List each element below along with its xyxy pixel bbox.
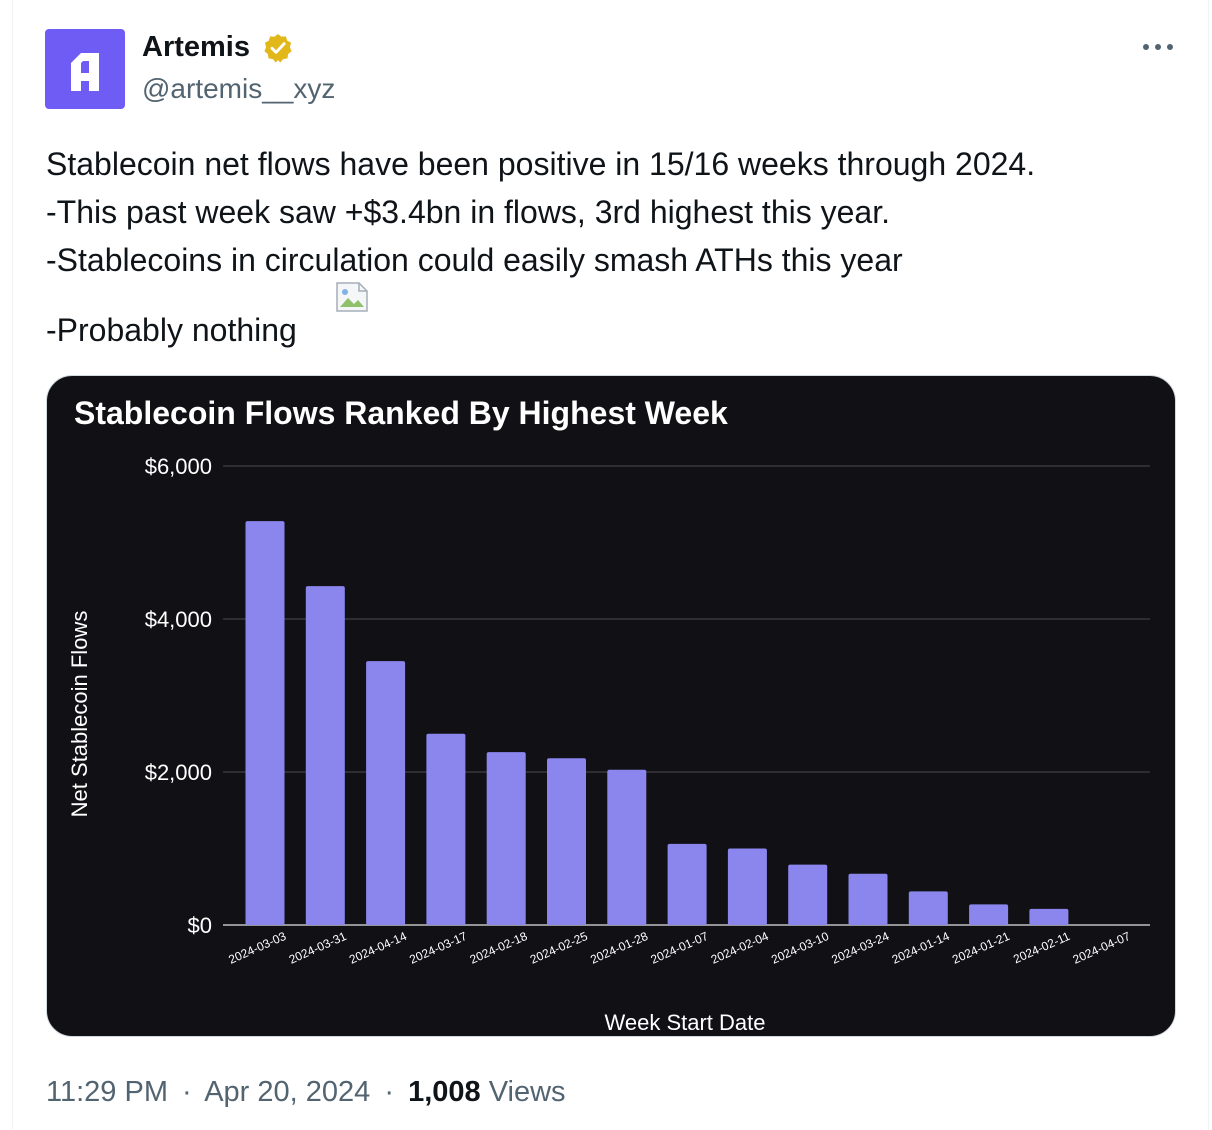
x-tick-label: 2024-02-18 [468,929,530,967]
x-tick-label: 2024-02-04 [709,929,771,967]
tweet-line: -This past week saw +$3.4bn in flows, 3r… [46,194,890,230]
x-tick-label: 2024-03-24 [829,929,891,967]
bar [426,733,466,925]
x-tick-label: 2024-02-25 [528,929,590,967]
y-tick-label: $6,000 [145,454,212,479]
author-handle[interactable]: @artemis__xyz [142,73,336,104]
x-tick-label: 2024-01-28 [588,929,650,967]
y-axis-label: Net Stablecoin Flows [67,611,92,818]
x-tick-label: 2024-01-14 [890,929,952,967]
bar [727,848,767,925]
tweet-meta: 11:29 PM · Apr 20, 2024 · 1,008 Views [46,1074,566,1110]
verified-badge-icon [264,34,292,63]
bar [607,769,647,925]
bar [969,904,1009,925]
x-tick-label: 2024-01-07 [649,929,711,967]
views-label: Views [488,1076,566,1108]
x-tick-label: 2024-04-14 [347,929,409,967]
tweet-text: Stablecoin net flows have been positive … [46,140,1166,354]
avatar[interactable] [45,29,125,109]
broken-image-icon [336,282,368,312]
card-border-right [1208,0,1209,1130]
y-tick-label: $4,000 [145,607,212,632]
x-tick-label: 2024-02-11 [1011,929,1072,967]
tweet-date[interactable]: Apr 20, 2024 [204,1076,371,1108]
bar [908,891,948,925]
bar [788,864,828,925]
chart-image[interactable]: Stablecoin Flows Ranked By Highest Week … [46,375,1176,1037]
bar [305,586,345,925]
x-tick-label: 2024-01-21 [950,929,1012,967]
tweet-line: Stablecoin net flows have been positive … [46,146,1036,182]
bar [1029,908,1069,925]
x-tick-label: 2024-03-10 [769,929,831,967]
more-options-icon[interactable] [1141,36,1175,56]
tweet-line: -Probably nothing [46,312,297,348]
bar [486,752,526,925]
bar [366,661,406,925]
bar [245,521,285,925]
views-count: 1,008 [408,1076,481,1108]
tweet-time[interactable]: 11:29 PM [46,1076,168,1108]
card-border-left [12,0,13,1130]
bar [547,758,586,925]
bar-chart: Stablecoin Flows Ranked By Highest Week … [67,395,1150,1035]
meta-separator: · [384,1076,394,1108]
x-tick-label: 2024-03-03 [226,929,288,967]
x-tick-label: 2024-03-17 [407,929,469,967]
x-tick-label: 2024-04-07 [1071,929,1133,967]
y-tick-label: $0 [188,913,212,938]
x-axis-label: Week Start Date [605,1010,766,1035]
x-tick-label: 2024-03-31 [287,929,349,967]
bar [667,843,707,925]
tweet-line: -Stablecoins in circulation could easily… [46,242,903,278]
chart-title: Stablecoin Flows Ranked By Highest Week [74,395,728,431]
author-name[interactable]: Artemis [142,31,250,63]
bar [848,873,888,925]
y-tick-label: $2,000 [145,760,212,785]
meta-separator: · [182,1076,192,1108]
artemis-logo-icon [71,53,99,91]
